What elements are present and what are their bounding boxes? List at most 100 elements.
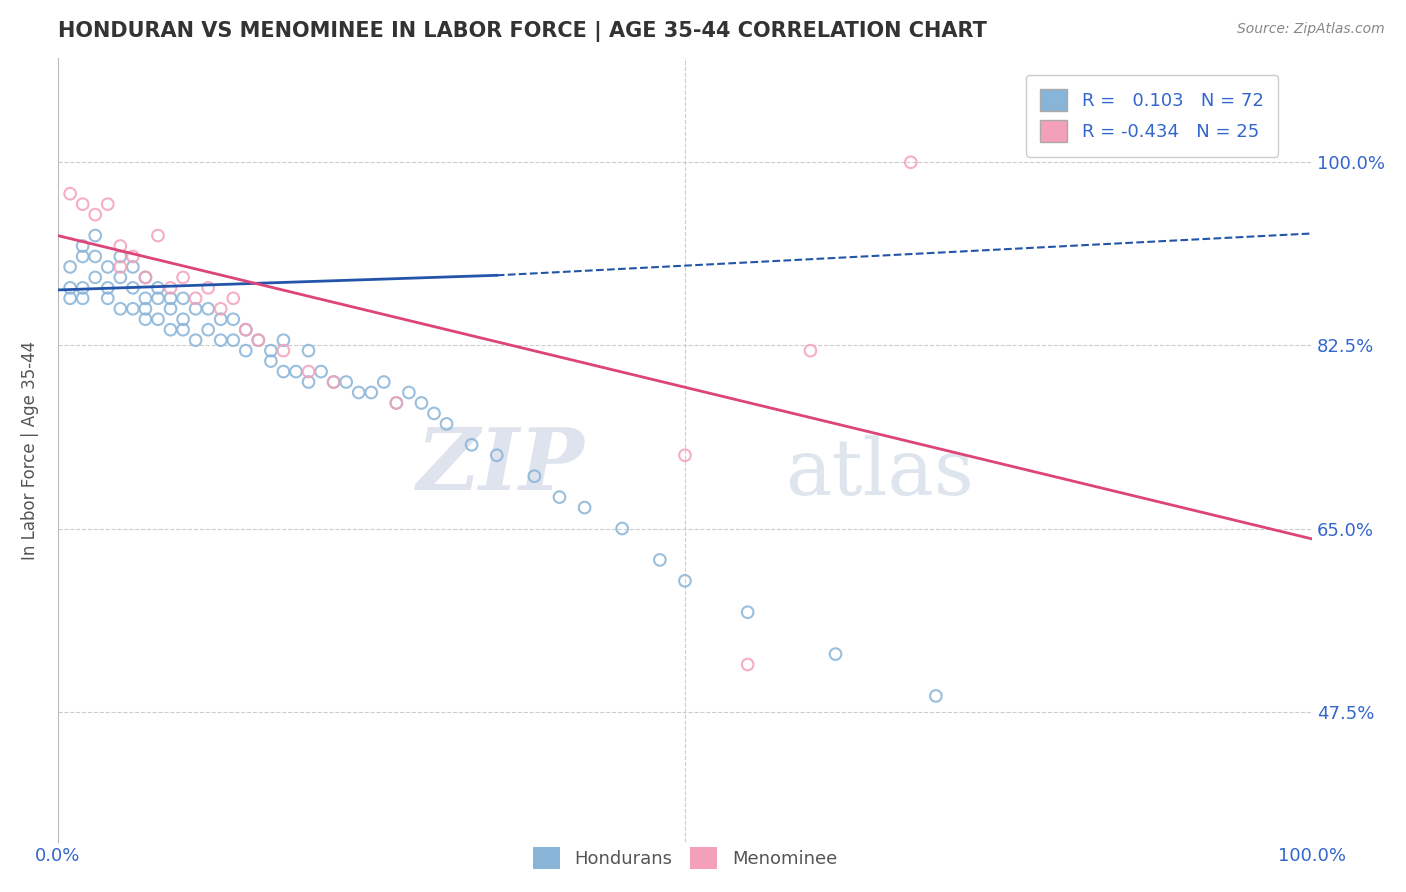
Point xyxy=(574,500,596,515)
Point xyxy=(209,333,232,347)
Point xyxy=(121,301,143,316)
Point xyxy=(235,343,257,358)
Point xyxy=(97,291,120,305)
Point xyxy=(121,281,143,295)
Point xyxy=(737,605,759,619)
Point xyxy=(322,375,344,389)
Point xyxy=(360,385,382,400)
Point xyxy=(385,396,408,410)
Point xyxy=(673,574,696,588)
Text: atlas: atlas xyxy=(786,435,974,511)
Point xyxy=(197,323,219,337)
Y-axis label: In Labor Force | Age 35-44: In Labor Force | Age 35-44 xyxy=(21,341,39,559)
Point xyxy=(134,291,156,305)
Point xyxy=(273,365,295,379)
Point xyxy=(925,689,948,703)
Point xyxy=(824,647,846,661)
Point xyxy=(134,312,156,326)
Point xyxy=(134,270,156,285)
Point xyxy=(260,354,283,368)
Point xyxy=(247,333,270,347)
Point xyxy=(159,301,181,316)
Point xyxy=(273,343,295,358)
Point xyxy=(110,270,132,285)
Point xyxy=(172,323,194,337)
Legend: Hondurans, Menominee: Hondurans, Menominee xyxy=(526,840,845,877)
Point xyxy=(159,281,181,295)
Point xyxy=(84,250,107,264)
Point xyxy=(146,291,169,305)
Point xyxy=(612,522,634,536)
Point xyxy=(59,186,82,201)
Point xyxy=(59,260,82,274)
Point xyxy=(121,260,143,274)
Text: HONDURAN VS MENOMINEE IN LABOR FORCE | AGE 35-44 CORRELATION CHART: HONDURAN VS MENOMINEE IN LABOR FORCE | A… xyxy=(58,21,987,42)
Point xyxy=(84,208,107,222)
Point xyxy=(172,291,194,305)
Point xyxy=(121,250,143,264)
Point xyxy=(159,323,181,337)
Point xyxy=(297,365,319,379)
Point xyxy=(436,417,458,431)
Point xyxy=(385,396,408,410)
Point xyxy=(273,333,295,347)
Point xyxy=(737,657,759,672)
Point xyxy=(335,375,357,389)
Point xyxy=(84,270,107,285)
Point xyxy=(110,250,132,264)
Point xyxy=(347,385,370,400)
Point xyxy=(134,301,156,316)
Point xyxy=(309,365,332,379)
Point xyxy=(322,375,344,389)
Point xyxy=(209,301,232,316)
Point xyxy=(222,312,245,326)
Point xyxy=(72,239,94,253)
Point xyxy=(260,343,283,358)
Point xyxy=(184,301,207,316)
Point xyxy=(799,343,821,358)
Point xyxy=(72,197,94,211)
Point xyxy=(197,301,219,316)
Point xyxy=(172,270,194,285)
Point xyxy=(84,228,107,243)
Point xyxy=(172,312,194,326)
Point xyxy=(59,281,82,295)
Point xyxy=(460,438,482,452)
Point xyxy=(673,448,696,462)
Point xyxy=(184,333,207,347)
Point xyxy=(72,250,94,264)
Point xyxy=(297,375,319,389)
Point xyxy=(159,291,181,305)
Point xyxy=(59,291,82,305)
Point xyxy=(97,197,120,211)
Point xyxy=(548,490,571,504)
Point xyxy=(648,553,671,567)
Text: Source: ZipAtlas.com: Source: ZipAtlas.com xyxy=(1237,22,1385,37)
Point xyxy=(247,333,270,347)
Point xyxy=(485,448,508,462)
Point xyxy=(423,406,446,420)
Point xyxy=(110,301,132,316)
Point xyxy=(197,281,219,295)
Point xyxy=(184,291,207,305)
Point xyxy=(209,312,232,326)
Point xyxy=(146,312,169,326)
Point xyxy=(110,260,132,274)
Point xyxy=(72,291,94,305)
Point xyxy=(134,270,156,285)
Point xyxy=(146,228,169,243)
Point xyxy=(97,281,120,295)
Point xyxy=(373,375,395,389)
Point xyxy=(146,281,169,295)
Point xyxy=(222,333,245,347)
Point xyxy=(222,291,245,305)
Point xyxy=(97,260,120,274)
Text: ZIP: ZIP xyxy=(416,424,585,508)
Point xyxy=(411,396,433,410)
Point xyxy=(72,281,94,295)
Point xyxy=(398,385,420,400)
Point xyxy=(297,343,319,358)
Point xyxy=(523,469,546,483)
Point xyxy=(235,323,257,337)
Point xyxy=(235,323,257,337)
